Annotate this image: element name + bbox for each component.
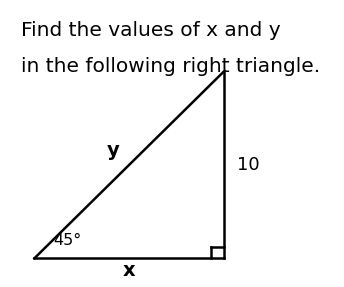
Text: 45°: 45° (53, 233, 82, 248)
Text: Find the values of x and y: Find the values of x and y (21, 21, 280, 40)
Text: in the following right triangle.: in the following right triangle. (21, 57, 320, 75)
Text: y: y (107, 141, 120, 160)
Text: 10: 10 (237, 156, 260, 174)
Text: x: x (123, 261, 135, 280)
